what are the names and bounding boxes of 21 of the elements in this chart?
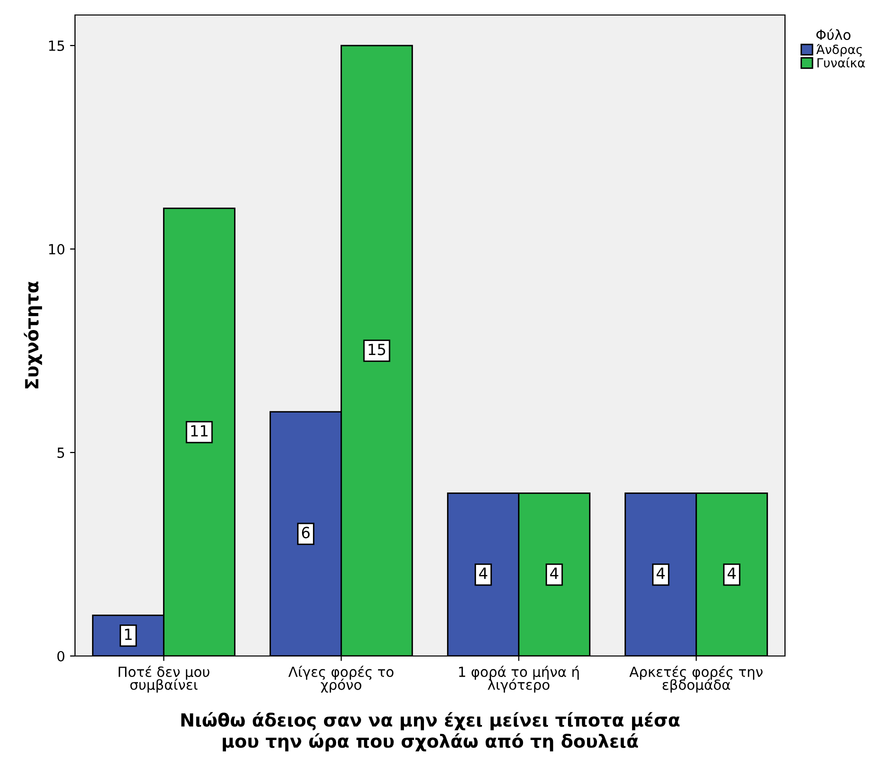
- y-tick-label: 5: [58, 448, 64, 458]
- x-tick-label: Ποτέ δεν μου συμβαίνει: [118, 666, 210, 693]
- data-label: 4: [550, 568, 558, 579]
- data-label: 15: [368, 344, 386, 356]
- data-label: 1: [125, 628, 132, 640]
- y-axis-title: Συχνότητα: [24, 282, 42, 388]
- y-tick-label: 15: [49, 40, 64, 51]
- data-label: 4: [479, 568, 488, 579]
- data-label: 4: [656, 568, 665, 579]
- legend-label: Γυναίκα: [817, 57, 865, 68]
- x-axis-title: Νιώθω άδειος σαν να μην έχει μείνει τίποτα μέσα μου την ώρα που σχολάω από τη δουλειά: [181, 712, 680, 752]
- x-tick-label: Λίγες φορές το χρόνο: [288, 666, 394, 693]
- data-label: 11: [191, 425, 208, 436]
- x-tick-label: Αρκετές φορές την εβδομάδα: [629, 666, 763, 693]
- y-tick-label: 0: [57, 650, 64, 662]
- x-tick-label: 1 φορά το μήνα ή λιγότερο: [459, 666, 579, 693]
- legend-title: Φύλο: [816, 28, 850, 40]
- legend-label: Άνδρας: [816, 44, 862, 57]
- data-label: 6: [302, 526, 310, 538]
- data-label: 4: [728, 568, 736, 579]
- y-tick-label: 10: [49, 244, 64, 254]
